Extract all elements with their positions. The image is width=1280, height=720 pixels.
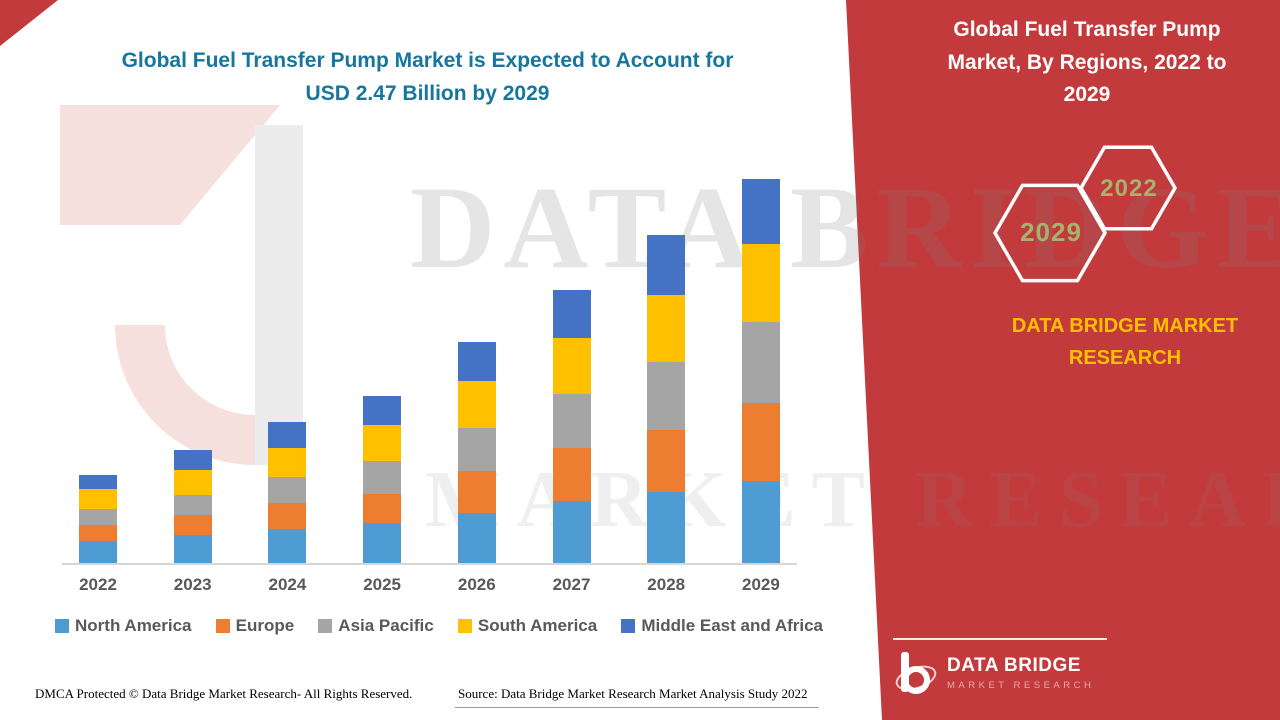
bar-column-2025 xyxy=(352,396,412,563)
legend-swatch xyxy=(621,619,636,633)
hexagon-label-2029: 2029 xyxy=(1020,217,1082,247)
legend-swatch xyxy=(457,619,472,633)
bar-segment-2023 xyxy=(173,535,212,563)
x-tick-label: 2025 xyxy=(363,575,402,594)
chart-legend: North America Europe Asia Pacific South Ame… xyxy=(55,616,823,636)
bar-segment-2026 xyxy=(457,513,496,563)
bar-column-2026 xyxy=(447,342,507,563)
bar-column-2028 xyxy=(636,235,696,563)
x-tick-label: 2027 xyxy=(552,575,591,594)
legend-swatch xyxy=(215,619,230,633)
bar-segment-2026 xyxy=(457,471,496,513)
bar-segment-2024 xyxy=(268,422,307,448)
bar-segment-2028 xyxy=(647,430,686,492)
bar-segment-2027 xyxy=(552,290,591,338)
bar-segment-2029 xyxy=(741,403,780,481)
bar-segment-2028 xyxy=(647,235,686,295)
legend-label: North America xyxy=(75,616,192,635)
bar-segment-2024 xyxy=(268,503,307,529)
bar-segment-2023 xyxy=(173,470,212,495)
legend-swatch xyxy=(318,619,333,633)
panel-title: Global Fuel Transfer Pump Market, By Reg… xyxy=(947,18,1227,107)
hexagon-label-2022: 2022 xyxy=(1100,175,1158,202)
legend-item: Asia Pacific xyxy=(318,616,434,636)
bar-column-2022 xyxy=(68,475,128,563)
bar-column-2027 xyxy=(542,290,602,563)
side-panel-background xyxy=(846,0,1280,720)
bar-segment-2023 xyxy=(173,450,212,470)
legend-label: Europe xyxy=(235,616,295,635)
x-tick-label: 2023 xyxy=(173,575,212,594)
bar-segment-2022 xyxy=(79,475,117,489)
bar-segment-2023 xyxy=(173,495,212,515)
legend-swatch xyxy=(55,619,69,633)
legend-label: Middle East and Africa xyxy=(641,616,823,635)
bar-segment-2024 xyxy=(268,529,307,563)
bar-segment-2029 xyxy=(741,244,780,322)
chart-headline: Global Fuel Transfer Pump Market is Expe… xyxy=(75,45,780,110)
dmca-notice: DMCA Protected © Data Bridge Market Rese… xyxy=(35,686,413,701)
source-note: Source: Data Bridge Market Research Mark… xyxy=(458,686,808,701)
bar-segment-2022 xyxy=(79,509,117,525)
bar-segment-2029 xyxy=(741,322,780,403)
legend-label: South America xyxy=(477,616,598,635)
bar-segment-2029 xyxy=(741,481,780,563)
bar-segment-2026 xyxy=(457,428,496,471)
legend-item: South America xyxy=(457,616,598,636)
footer-logo-title: DATA BRIDGE xyxy=(947,655,1081,676)
footer-logo-text: DATA BRIDGE MARKET RESEARCH xyxy=(947,655,1094,691)
bar-segment-2028 xyxy=(647,295,686,362)
headline-line1: Global Fuel Transfer Pump Market is Expe… xyxy=(121,49,734,72)
bar-segment-2028 xyxy=(647,492,686,563)
hexagon-2029 xyxy=(992,183,1108,283)
legend-item: Middle East and Africa xyxy=(621,616,823,636)
footer-logo: DATA BRIDGE MARKET RESEARCH xyxy=(893,638,1107,697)
bar-column-2029 xyxy=(731,179,791,563)
bar-segment-2027 xyxy=(552,501,591,563)
bar-column-2023 xyxy=(163,450,223,563)
brand-name: DATA BRIDGE MARKET RESEARCH xyxy=(990,310,1260,374)
bar-segment-2025 xyxy=(363,494,402,523)
hexagon-badges xyxy=(992,145,1178,283)
headline-line2: USD 2.47 Billion by 2029 xyxy=(305,81,550,105)
bar-segment-2023 xyxy=(173,515,212,535)
bar-segment-2025 xyxy=(363,523,402,563)
bar-segment-2022 xyxy=(79,489,117,509)
x-tick-label: 2026 xyxy=(457,575,496,594)
bar-segment-2022 xyxy=(79,525,117,541)
x-tick-label: 2029 xyxy=(742,575,780,594)
footer-logo-subtitle: MARKET RESEARCH xyxy=(947,680,1095,691)
dbmr-logo-icon xyxy=(895,652,937,694)
brand-line1: DATA BRIDGE MARKET xyxy=(1011,315,1239,337)
corner-accent xyxy=(0,0,58,46)
brand-line2: RESEARCH xyxy=(1068,347,1182,369)
bar-column-2024 xyxy=(257,422,317,563)
bar-segment-2025 xyxy=(363,425,402,461)
plot-area xyxy=(62,179,797,565)
bar-segment-2029 xyxy=(741,179,780,244)
bar-segment-2025 xyxy=(363,396,402,425)
bar-segment-2026 xyxy=(457,381,496,428)
bar-segment-2027 xyxy=(552,338,591,394)
bar-segment-2025 xyxy=(363,461,402,494)
bar-segment-2027 xyxy=(552,394,591,448)
legend-item: Europe xyxy=(215,616,295,636)
bar-segment-2026 xyxy=(457,342,496,381)
bar-segment-2024 xyxy=(268,477,307,503)
x-axis-labels: 2022 2023 2024 2025 2026 2027 2028 2029 xyxy=(62,575,797,595)
legend-item: North America xyxy=(55,616,192,636)
x-tick-label: 2024 xyxy=(268,575,307,594)
dbmr-logo-watermark xyxy=(60,105,303,465)
hexagon-2022 xyxy=(1078,145,1178,231)
bar-segment-2027 xyxy=(552,448,591,501)
footer-divider xyxy=(455,707,819,708)
x-tick-label: 2022 xyxy=(79,575,117,594)
legend-label: Asia Pacific xyxy=(338,616,434,635)
x-tick-label: 2028 xyxy=(647,575,686,594)
bar-segment-2028 xyxy=(647,362,686,430)
bar-segment-2024 xyxy=(268,448,307,477)
bar-segment-2022 xyxy=(79,541,117,563)
